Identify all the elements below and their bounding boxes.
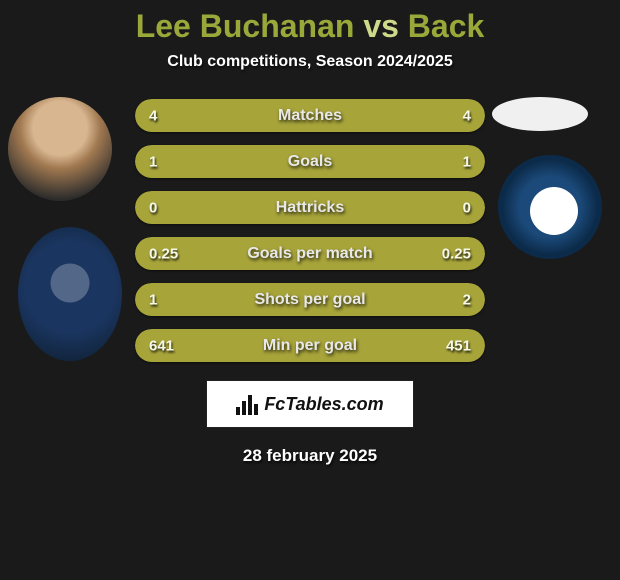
stat-label: Shots per goal <box>135 291 485 309</box>
player1-club-badge <box>18 227 122 361</box>
player1-name: Lee Buchanan <box>136 8 355 44</box>
compare-area: 44Matches 11Goals 00Hattricks 0.250.25Goals… <box>0 99 620 362</box>
stat-label: Goals <box>135 153 485 171</box>
stat-label: Hattricks <box>135 199 485 217</box>
vs-text: vs <box>363 8 399 44</box>
stat-row: 11Goals <box>135 145 485 178</box>
brand-badge: FcTables.com <box>206 380 414 428</box>
stat-label: Goals per match <box>135 245 485 263</box>
page-title: Lee Buchanan vs Back <box>0 8 620 45</box>
stat-row: 0.250.25Goals per match <box>135 237 485 270</box>
stat-rows: 44Matches 11Goals 00Hattricks 0.250.25Goals… <box>135 99 485 362</box>
date-text: 28 february 2025 <box>0 446 620 466</box>
player2-avatar <box>492 97 588 131</box>
stat-row: 641451Min per goal <box>135 329 485 362</box>
player2-club-badge <box>498 155 602 259</box>
player2-name: Back <box>408 8 485 44</box>
stat-row: 44Matches <box>135 99 485 132</box>
brand-text: FcTables.com <box>264 394 383 415</box>
comparison-infographic: Lee Buchanan vs Back Club competitions, … <box>0 0 620 466</box>
stat-label: Min per goal <box>135 337 485 355</box>
stat-row: 00Hattricks <box>135 191 485 224</box>
stat-row: 12Shots per goal <box>135 283 485 316</box>
subtitle: Club competitions, Season 2024/2025 <box>0 53 620 71</box>
player1-avatar <box>8 97 112 201</box>
bars-icon <box>236 393 258 415</box>
stat-label: Matches <box>135 107 485 125</box>
